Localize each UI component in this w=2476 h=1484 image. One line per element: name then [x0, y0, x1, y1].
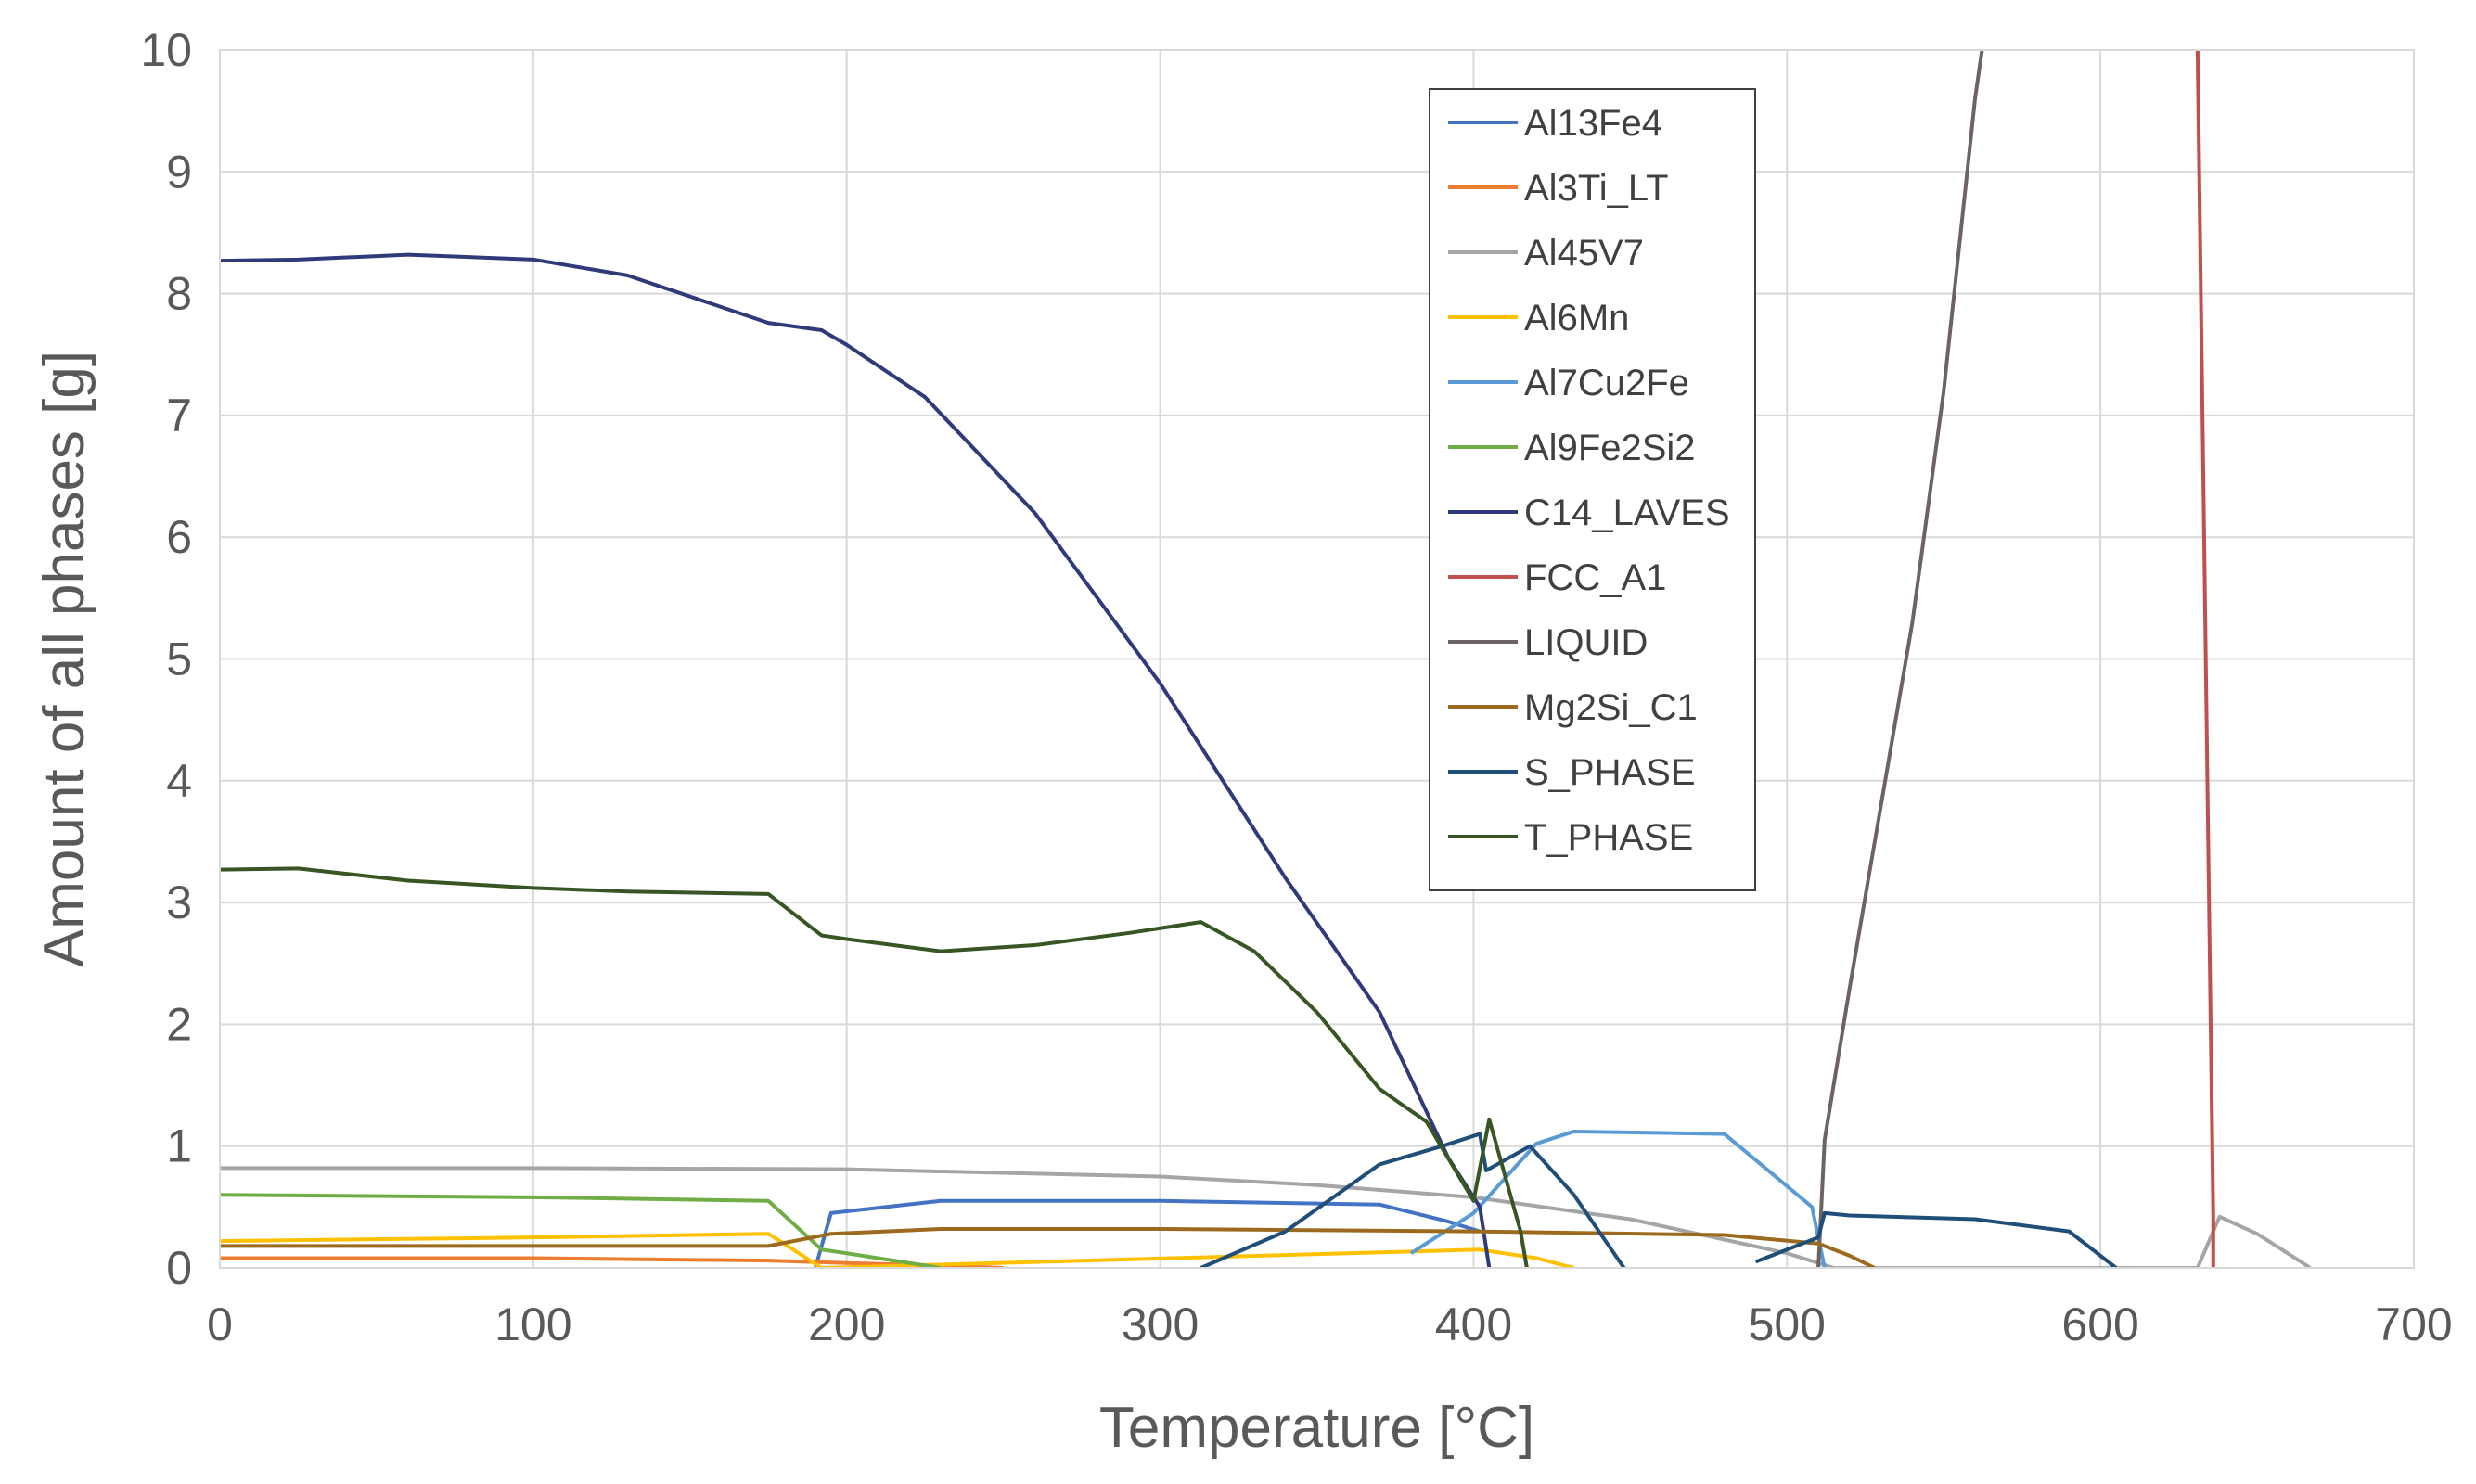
series-layer [220, 50, 2312, 1268]
legend-label: Al6Mn [1524, 298, 1629, 339]
legend-label: LIQUID [1524, 622, 1648, 663]
legend-label: C14_LAVES [1524, 493, 1730, 533]
y-tick-label: 1 [166, 1120, 192, 1172]
x-tick-label: 500 [1749, 1298, 1826, 1350]
series-line-c14-laves [220, 252, 1492, 1268]
x-tick-label: 600 [2061, 1298, 2138, 1350]
series-line-al45v7 [220, 1166, 2312, 1268]
series-line-s-phase [1754, 1210, 2118, 1268]
legend: Al13Fe4 Al3Ti_LT Al45V7 Al6Mn Al7Cu2Fe Al9Fe2… [1429, 88, 1756, 891]
legend-box [1429, 88, 1756, 891]
series-line-fcc-a1 [2195, 50, 2215, 1268]
series-line-s-phase [1200, 1132, 1626, 1268]
legend-label: Al13Fe4 [1524, 103, 1662, 144]
legend-label: T_PHASE [1524, 817, 1693, 858]
legend-label: Mg2Si_C1 [1524, 687, 1698, 728]
series-line-al6mn [220, 1232, 1575, 1268]
plot-frame [219, 49, 2415, 1269]
y-tick-label: 9 [166, 146, 192, 198]
y-tick-label: 10 [140, 24, 192, 76]
legend-label: Al9Fe2Si2 [1524, 428, 1696, 468]
series-line-al7cu2fe [1409, 1129, 1827, 1268]
legend-label: Al7Cu2Fe [1524, 363, 1689, 403]
x-tick-label: 200 [808, 1298, 885, 1350]
series-line-liquid [1816, 50, 1984, 1268]
x-axis-title: Temperature [°C] [1099, 1396, 1534, 1460]
y-tick-label: 3 [166, 876, 192, 928]
legend-label: FCC_A1 [1524, 557, 1666, 598]
y-axis-title: Amount of all phases [g] [32, 351, 96, 967]
y-tick-label: 8 [166, 268, 192, 320]
x-tick-label: 700 [2375, 1298, 2452, 1350]
series-line-al9fe2si2 [220, 1193, 942, 1268]
legend-label: Al45V7 [1524, 233, 1644, 274]
series-line-al13fe4 [814, 1198, 1481, 1268]
y-tick-label: 6 [166, 511, 192, 563]
legend-label: S_PHASE [1524, 752, 1696, 793]
axes [219, 49, 2415, 1269]
series-line-t-phase [220, 866, 1529, 1268]
x-tick-label: 0 [207, 1298, 233, 1350]
y-tick-label: 5 [166, 633, 192, 685]
y-tick-label: 4 [166, 755, 192, 807]
series-line-mg2si-c1 [220, 1226, 1876, 1268]
x-tick-label: 100 [494, 1298, 571, 1350]
y-tick-label: 7 [166, 390, 192, 441]
y-tick-label: 2 [166, 998, 192, 1050]
x-tick-label: 400 [1435, 1298, 1512, 1350]
x-tick-label: 300 [1122, 1298, 1199, 1350]
legend-label: Al3Ti_LT [1524, 168, 1669, 209]
y-tick-label: 0 [166, 1242, 192, 1294]
